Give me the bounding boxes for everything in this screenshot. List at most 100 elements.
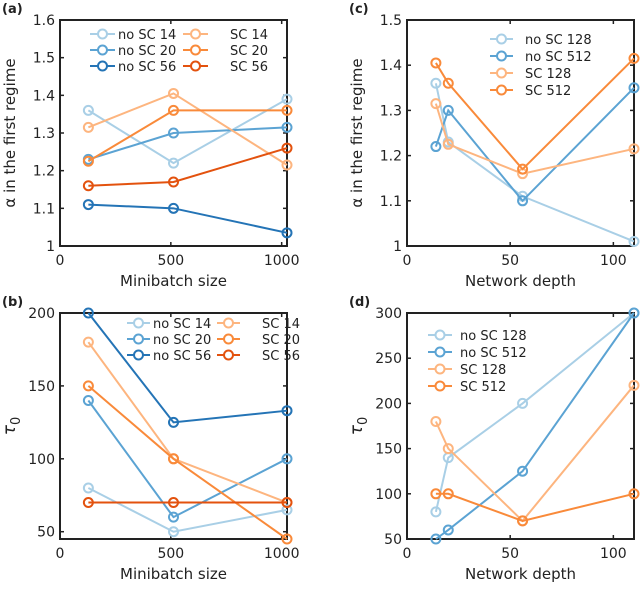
data-point: [517, 465, 529, 477]
series-sc-56: [82, 142, 293, 192]
legend-marker: [496, 50, 507, 62]
series-line: [434, 83, 635, 243]
data-point: [628, 143, 640, 155]
data-point: [430, 506, 442, 518]
x-tick-label: 1000: [264, 546, 300, 562]
y-tick-label: 1.2: [33, 164, 55, 180]
data-point: [442, 443, 454, 455]
legend-marker: [97, 28, 108, 40]
data-point: [517, 163, 529, 175]
legend-label: SC 14: [230, 28, 268, 43]
legend-item: no SC 128: [490, 33, 592, 48]
legend-item: no SC 128: [428, 329, 527, 344]
legend-label: SC 14: [262, 317, 300, 332]
data-point: [430, 488, 442, 500]
legend-item: no SC 20: [90, 44, 176, 59]
data-point: [281, 104, 293, 116]
y-tick-label: 1.1: [33, 201, 55, 217]
series-line: [434, 312, 635, 513]
legend-item: SC 20: [183, 44, 268, 59]
legend-label: SC 20: [262, 333, 300, 348]
legend-item: SC 512: [428, 380, 506, 395]
y-tick-label: 200: [28, 306, 55, 322]
y-axis-label: α in the first regime: [348, 58, 366, 207]
y-axis-label-symbol: τ: [0, 424, 20, 435]
data-point: [281, 453, 293, 465]
series-sc-512: [430, 52, 640, 175]
data-point: [442, 138, 454, 150]
legend-label: no SC 128: [460, 329, 527, 344]
x-axis-label: Network depth: [465, 565, 576, 583]
legend: no SC 128 no SC 512 SC 128 SC 512: [490, 33, 592, 99]
y-tick-label: 1: [393, 239, 402, 255]
data-point: [82, 380, 94, 392]
x-tick-label: 0: [403, 253, 412, 269]
y-tick-label: 150: [28, 379, 55, 395]
legend-item: SC 56: [183, 60, 268, 75]
legend-marker: [97, 44, 108, 56]
legend-label: no SC 512: [460, 346, 527, 361]
data-point: [442, 524, 454, 536]
y-tick-label: 50: [37, 525, 55, 541]
chart-panel-c: (c) 0 50 100 1 1.1 1.2 1.3 1.4 1.5 Network depth α …: [348, 2, 640, 290]
series-no-sc-14: [82, 93, 293, 169]
data-point: [82, 155, 94, 167]
series-sc-512: [430, 488, 640, 527]
chart-panel-a: (a) 0 500 1000 1 1.1 1.2 1.3 1.4 1.5 1.6 Minibatch …: [1, 2, 300, 290]
data-point: [168, 416, 179, 428]
data-point: [628, 379, 640, 391]
data-point: [442, 488, 454, 500]
legend-item: SC 14: [217, 317, 300, 332]
data-point: [281, 159, 293, 171]
series-no-sc-512: [430, 307, 640, 545]
series-no-sc-56: [82, 199, 293, 239]
legend-label: SC 512: [525, 84, 571, 99]
data-point: [281, 405, 293, 417]
x-tick-label: 0: [56, 253, 65, 269]
data-point: [430, 415, 442, 427]
data-point: [281, 93, 293, 105]
data-point: [168, 497, 179, 509]
y-axis-label-subscript: 0: [356, 417, 371, 425]
x-tick-label: 500: [157, 546, 184, 562]
y-tick-label: 1.3: [380, 103, 402, 119]
y-axis-label: τ0: [347, 417, 371, 436]
legend-item: no SC 56: [127, 349, 211, 364]
data-point: [430, 57, 442, 69]
x-axis-label: Network depth: [465, 272, 576, 290]
legend-marker: [434, 380, 446, 392]
legend-item: SC 56: [217, 349, 300, 364]
legend-item: no SC 512: [490, 50, 592, 65]
panel-label: (c): [349, 2, 369, 17]
series-line: [87, 399, 288, 519]
series-sc-20: [82, 380, 293, 545]
y-tick-label: 1.1: [380, 194, 402, 210]
legend-marker: [434, 363, 446, 375]
legend-marker: [190, 28, 201, 40]
data-point: [281, 227, 293, 239]
series-sc-128: [430, 98, 640, 180]
data-point: [82, 307, 94, 319]
y-axis-label-subscript: 0: [9, 417, 24, 425]
data-point: [442, 104, 454, 116]
y-tick-label: 1.6: [33, 13, 55, 29]
y-tick-label: 1.4: [33, 88, 55, 104]
legend-marker: [190, 60, 201, 72]
series-sc-20: [82, 104, 293, 167]
data-point: [628, 235, 640, 247]
axes-box: [59, 312, 288, 540]
series-no-sc-20: [82, 121, 293, 165]
legend-label: no SC 128: [525, 33, 592, 48]
series-line: [87, 109, 287, 163]
data-point: [168, 104, 179, 116]
legend-marker: [223, 349, 234, 361]
data-point: [82, 394, 94, 406]
x-tick-label: 500: [157, 253, 184, 269]
data-point: [430, 533, 442, 545]
y-tick-label: 100: [28, 452, 55, 468]
x-tick-label: 50: [501, 546, 519, 562]
y-axis-label: τ0: [0, 417, 24, 436]
data-point: [168, 511, 179, 523]
data-point: [281, 504, 293, 516]
